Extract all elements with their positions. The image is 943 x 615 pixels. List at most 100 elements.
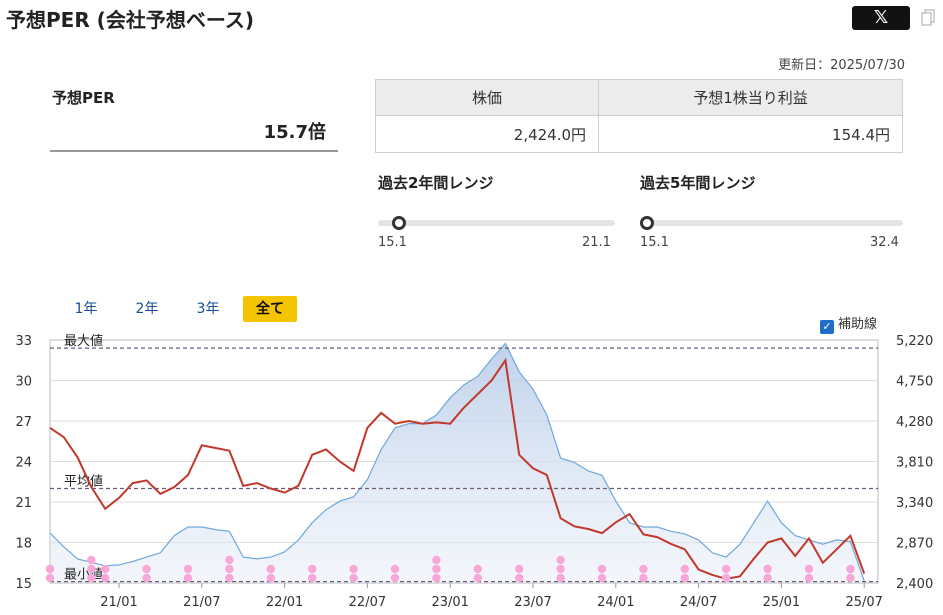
event-marker <box>515 564 524 574</box>
y-left-tick-label: 24 <box>15 456 32 471</box>
event-marker <box>266 573 275 583</box>
event-marker <box>432 564 441 574</box>
y-right-tick-label: 5,220 <box>896 334 933 349</box>
event-marker <box>390 573 400 583</box>
event-marker <box>556 573 565 583</box>
x-share-button[interactable]: 𝕏 <box>852 6 910 30</box>
event-marker <box>804 564 814 574</box>
event-marker <box>556 564 565 574</box>
tab-all[interactable]: 全て <box>243 296 297 322</box>
price-line <box>49 342 865 582</box>
y-left-tick-label: 18 <box>15 537 32 552</box>
event-marker <box>639 564 648 574</box>
per-chart: 15 18 21 24 27 30 33 2,400 2,870 3,340 3,810 4,280 4… <box>15 333 933 610</box>
updated-date: 更新日：2025/07/30 <box>778 58 905 73</box>
aux-line-checkbox[interactable]: ✓ 補助線 <box>820 313 877 334</box>
event-marker <box>101 564 110 574</box>
event-marker <box>225 555 234 565</box>
range-5y-track <box>640 220 903 226</box>
event-marker <box>266 564 275 574</box>
x-tick-label: 22/01 <box>266 595 303 610</box>
event-marker <box>597 564 607 574</box>
event-marker <box>515 573 524 583</box>
event-marker <box>597 573 607 583</box>
event-marker <box>722 564 731 574</box>
range-5y-min: 15.1 <box>640 235 669 250</box>
event-marker <box>473 564 482 574</box>
price-value: 2,424.0円 <box>374 115 600 153</box>
event-marker <box>349 564 358 574</box>
event-marker <box>142 564 151 574</box>
event-marker <box>87 564 96 574</box>
reference-line-label: 平均値 <box>64 474 103 490</box>
x-tick-label: 23/07 <box>514 595 551 610</box>
price-area <box>50 343 865 583</box>
aux-line-label: 補助線 <box>838 317 878 332</box>
reference-line-label: 最小値 <box>64 567 103 583</box>
price-header: 株価 <box>374 79 600 116</box>
per-value: 15.7倍 <box>263 122 326 143</box>
range-2y-knob <box>392 216 406 230</box>
y-right-tick-label: 3,340 <box>896 496 933 511</box>
y-left-tick-label: 30 <box>15 375 32 390</box>
event-marker <box>308 573 317 583</box>
event-marker <box>87 573 96 583</box>
tab-3y[interactable]: 3年 <box>196 301 220 317</box>
tab-2y[interactable]: 2年 <box>135 301 159 317</box>
event-marker <box>473 573 482 583</box>
event-marker <box>45 564 55 574</box>
range-5y-max: 32.4 <box>870 235 899 250</box>
x-tick-label: 21/01 <box>100 595 137 610</box>
copy-icon[interactable] <box>921 9 935 26</box>
event-marker <box>87 555 96 565</box>
y-right-tick-label: 2,870 <box>896 537 933 552</box>
event-marker <box>846 564 855 574</box>
event-marker <box>680 573 689 583</box>
x-tick-label: 25/01 <box>763 595 800 610</box>
y-left-tick-label: 21 <box>15 496 32 511</box>
event-marker <box>432 573 441 583</box>
range-2y-track <box>378 220 615 226</box>
x-tick-label: 24/07 <box>680 595 717 610</box>
event-marker <box>225 573 234 583</box>
event-marker <box>183 573 193 583</box>
event-marker <box>390 564 400 574</box>
range-2y-title: 過去2年間レンジ <box>378 174 494 192</box>
event-marker <box>639 573 648 583</box>
range-5y-knob <box>640 216 654 230</box>
reference-line-label: 最大値 <box>64 333 103 349</box>
x-tick-label: 24/01 <box>597 595 634 610</box>
eps-value: 154.4円 <box>598 115 903 153</box>
event-marker <box>183 564 193 574</box>
per-underline <box>50 150 338 152</box>
per-label: 予想PER <box>52 89 115 107</box>
range-2y-min: 15.1 <box>378 235 407 250</box>
event-marker <box>45 573 55 583</box>
checkbox-check-icon[interactable]: ✓ <box>820 320 834 334</box>
y-left-tick-label: 15 <box>15 577 32 592</box>
y-right-tick-label: 3,810 <box>896 456 933 471</box>
x-tick-label: 25/07 <box>845 595 882 610</box>
event-marker <box>763 564 772 574</box>
event-marker <box>846 573 855 583</box>
event-marker <box>142 573 151 583</box>
price-table: 株価 予想1株当り利益 2,424.0円 154.4円 <box>374 79 903 153</box>
y-right-tick-label: 2,400 <box>896 577 933 592</box>
eps-header: 予想1株当り利益 <box>598 79 903 116</box>
event-marker <box>349 573 358 583</box>
event-marker <box>432 555 441 565</box>
page-title: 予想PER (会社予想ベース) <box>6 8 254 32</box>
y-right-tick-label: 4,750 <box>896 375 933 390</box>
x-tick-label: 21/07 <box>183 595 220 610</box>
range-5y-title: 過去5年間レンジ <box>640 174 756 192</box>
event-marker <box>722 573 731 583</box>
x-tick-label: 23/01 <box>431 595 468 610</box>
y-right-tick-label: 4,280 <box>896 415 933 430</box>
range-2y-max: 21.1 <box>582 235 611 250</box>
x-tick-label: 22/07 <box>349 595 386 610</box>
y-left-tick-label: 33 <box>15 334 32 349</box>
event-marker <box>680 564 689 574</box>
event-marker <box>308 564 317 574</box>
event-marker <box>763 573 772 583</box>
tab-1y[interactable]: 1年 <box>74 301 98 317</box>
